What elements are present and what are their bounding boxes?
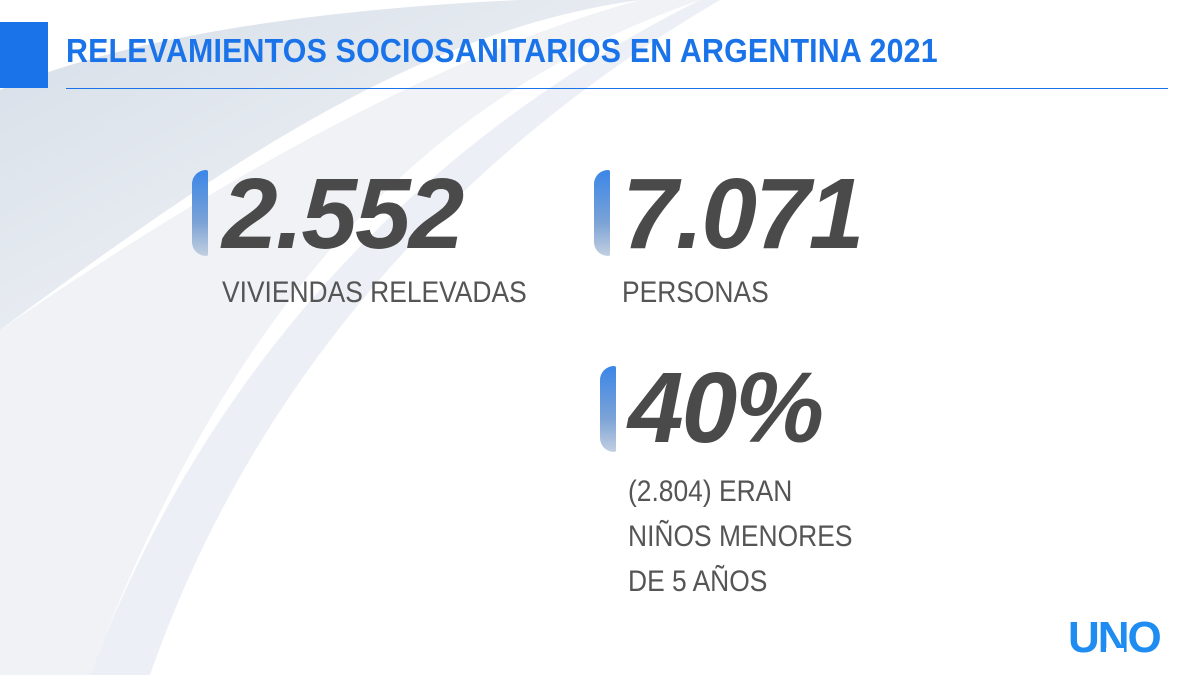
brand-logo-underline (1106, 648, 1124, 653)
stat-label-personas: PERSONAS (622, 276, 769, 309)
stat-accent-bar (192, 170, 208, 256)
stat-value-viviendas: 2.552 (222, 158, 464, 270)
stat-label-ninos-line3: DE 5 AÑOS (628, 565, 768, 598)
page-title: RELEVAMIENTOS SOCIOSANITARIOS EN ARGENTI… (66, 32, 938, 69)
title-divider (66, 88, 1168, 89)
stat-value-ninos: 40% (628, 352, 824, 464)
stat-value-personas: 7.071 (622, 158, 864, 270)
stat-label-ninos-line2: NIÑOS MENORES (628, 520, 853, 553)
title-accent-block (0, 22, 48, 88)
stat-accent-bar (600, 366, 616, 452)
stat-accent-bar (594, 170, 610, 256)
stat-label-ninos-line1: (2.804) ERAN (628, 475, 793, 508)
brand-logo: UNO (1068, 613, 1162, 662)
stat-label-viviendas: VIVIENDAS RELEVADAS (222, 276, 527, 309)
